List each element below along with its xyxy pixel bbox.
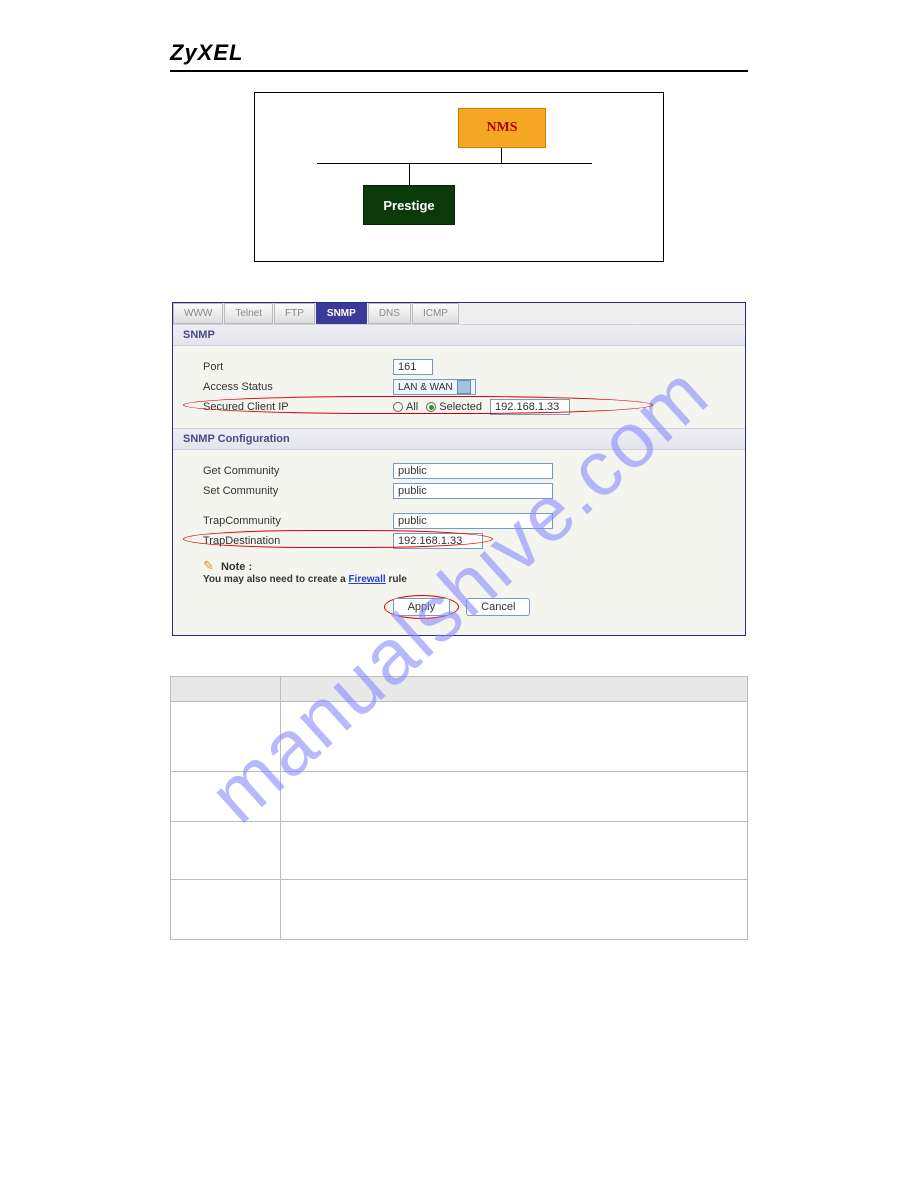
connector-line <box>409 163 410 185</box>
get-community-label: Get Community <box>203 465 393 477</box>
tab-icmp[interactable]: ICMP <box>412 303 459 324</box>
bus-line <box>317 163 592 164</box>
data-table <box>170 676 748 940</box>
table-header-cell <box>281 677 748 702</box>
table-cell <box>281 880 748 940</box>
table-cell <box>281 772 748 822</box>
highlight-oval <box>183 530 493 548</box>
table-row <box>171 880 748 940</box>
get-community-input[interactable]: public <box>393 463 553 479</box>
highlight-oval <box>183 396 653 414</box>
note-label: Note : <box>221 561 252 573</box>
section-snmp-config-title: SNMP Configuration <box>173 428 745 450</box>
table-cell <box>171 822 281 880</box>
prestige-node: Prestige <box>363 185 455 225</box>
note-text: You may also need to create a Firewall r… <box>203 574 715 585</box>
table-row <box>171 702 748 772</box>
apply-button[interactable]: Apply <box>393 598 451 616</box>
brand-text: ZyXEL <box>170 40 748 66</box>
port-input[interactable]: 161 <box>393 359 433 375</box>
tab-www[interactable]: WWW <box>173 303 223 324</box>
port-label: Port <box>203 361 393 373</box>
table-cell <box>281 822 748 880</box>
snmp-config-screenshot: WWW Telnet FTP SNMP DNS ICMP SNMP Port 1… <box>172 302 746 636</box>
access-status-select[interactable]: LAN & WAN <box>393 379 476 395</box>
table-header-row <box>171 677 748 702</box>
nms-node: NMS <box>458 108 546 148</box>
table-cell <box>281 702 748 772</box>
table-cell <box>171 702 281 772</box>
set-community-label: Set Community <box>203 485 393 497</box>
connector-line <box>501 148 502 163</box>
tab-dns[interactable]: DNS <box>368 303 411 324</box>
tab-telnet[interactable]: Telnet <box>224 303 273 324</box>
table-cell <box>171 880 281 940</box>
note-text-pre: You may also need to create a <box>203 574 348 585</box>
trap-community-label: TrapCommunity <box>203 515 393 527</box>
access-status-label: Access Status <box>203 381 393 393</box>
table-header-cell <box>171 677 281 702</box>
header-divider <box>170 70 748 72</box>
tab-bar: WWW Telnet FTP SNMP DNS ICMP <box>173 303 745 324</box>
firewall-link[interactable]: Firewall <box>348 574 385 585</box>
section-snmp-title: SNMP <box>173 324 745 346</box>
note-icon: ✎ <box>203 558 214 573</box>
note-text-post: rule <box>386 574 407 585</box>
cancel-button[interactable]: Cancel <box>466 598 530 616</box>
highlight-oval: Apply <box>384 595 460 619</box>
tab-snmp[interactable]: SNMP <box>316 303 367 324</box>
table-row <box>171 822 748 880</box>
table-row <box>171 772 748 822</box>
set-community-input[interactable]: public <box>393 483 553 499</box>
tab-ftp[interactable]: FTP <box>274 303 315 324</box>
table-cell <box>171 772 281 822</box>
trap-community-input[interactable]: public <box>393 513 553 529</box>
network-diagram: NMS Prestige <box>254 92 664 262</box>
